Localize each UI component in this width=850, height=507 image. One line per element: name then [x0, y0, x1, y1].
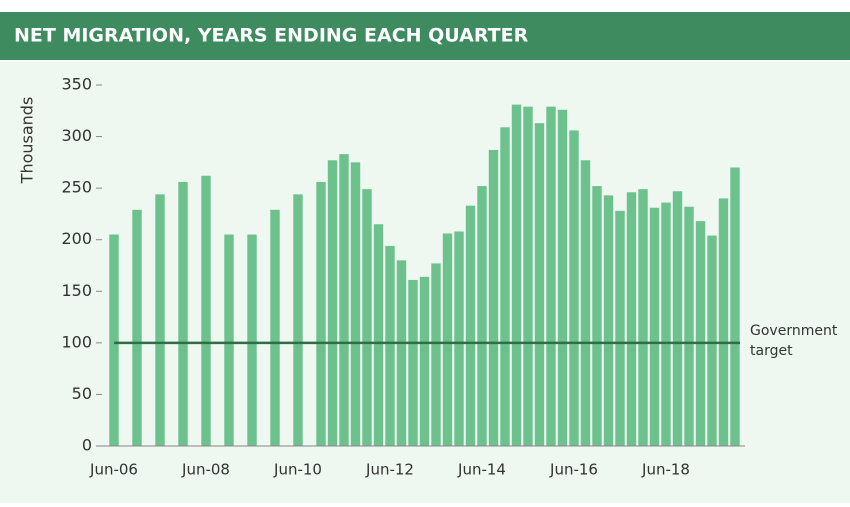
x-tick-label: Jun-06	[89, 461, 138, 479]
header	[0, 12, 850, 60]
bar	[695, 221, 706, 446]
bar	[373, 224, 384, 446]
x-tick-label: Jun-10	[273, 461, 322, 479]
bar	[385, 245, 395, 446]
bar	[270, 209, 280, 446]
bar	[109, 234, 119, 446]
x-tick-label: Jun-14	[457, 461, 506, 479]
bar	[350, 162, 361, 446]
bar	[649, 207, 660, 446]
bar	[247, 234, 257, 446]
bar	[408, 279, 418, 446]
y-tick-label: 0	[82, 436, 92, 455]
bar	[523, 106, 533, 446]
bar	[419, 276, 430, 446]
bar	[592, 186, 602, 446]
bar	[534, 123, 545, 447]
bar	[362, 189, 372, 446]
bar	[132, 209, 142, 446]
x-tick-label: Jun-18	[641, 461, 690, 479]
bar	[201, 175, 211, 446]
bar	[638, 189, 648, 446]
bar	[500, 127, 510, 446]
bar	[684, 206, 694, 446]
bar	[431, 263, 441, 446]
bar	[557, 109, 568, 447]
bar	[488, 149, 499, 447]
y-tick-label: 300	[61, 126, 92, 145]
bar	[465, 205, 476, 446]
bar	[672, 191, 683, 446]
x-tick-label: Jun-16	[549, 461, 598, 479]
bar	[454, 231, 464, 446]
bar	[178, 181, 188, 446]
y-axis-label: Thousands	[18, 97, 37, 185]
target-label: Government	[750, 323, 838, 339]
y-tick-label: 150	[61, 281, 92, 300]
y-tick-label: 100	[61, 332, 92, 351]
bar	[580, 160, 591, 446]
bar	[339, 154, 349, 446]
bar	[224, 234, 234, 446]
bar	[442, 233, 453, 446]
bar	[316, 181, 326, 446]
target-label: target	[750, 343, 793, 359]
bar	[603, 195, 614, 446]
bar	[477, 186, 487, 446]
bar	[730, 167, 740, 446]
bar	[155, 194, 165, 446]
y-tick-label: 350	[61, 75, 92, 94]
bar	[569, 130, 579, 446]
bar	[546, 106, 556, 446]
bar	[293, 194, 303, 446]
chart-title: NET MIGRATION, YEARS ENDING EACH QUARTER	[14, 25, 529, 47]
bar	[327, 160, 338, 446]
x-tick-label: Jun-12	[365, 461, 414, 479]
y-tick-label: 50	[72, 384, 92, 403]
y-tick-label: 200	[61, 229, 92, 248]
bar	[661, 202, 671, 446]
bar	[626, 192, 637, 446]
y-tick-label: 250	[61, 178, 92, 197]
x-tick-label: Jun-08	[181, 461, 230, 479]
bar	[511, 104, 522, 447]
bar	[707, 235, 717, 446]
bar	[718, 198, 729, 446]
bar	[615, 210, 625, 446]
bar	[396, 260, 407, 446]
